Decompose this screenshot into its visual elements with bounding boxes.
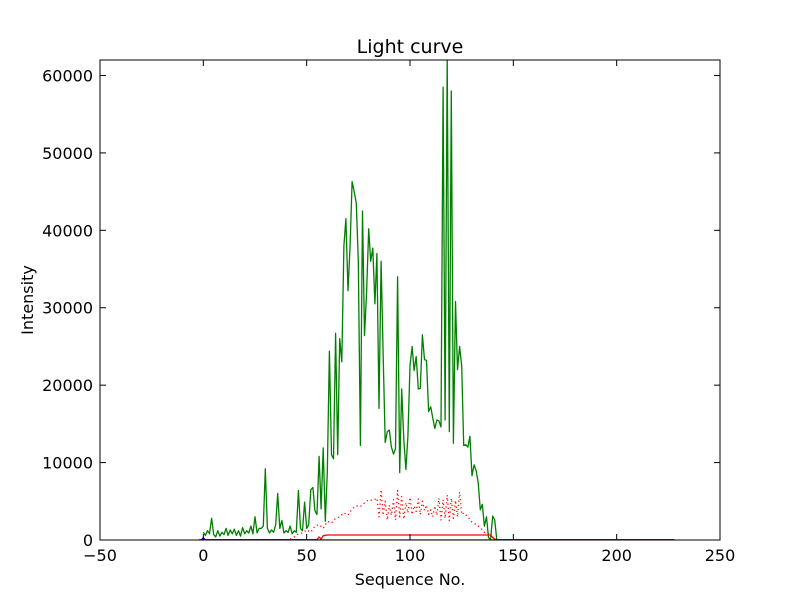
x-tick-label: 200	[601, 546, 632, 565]
x-tick-label: 100	[395, 546, 426, 565]
plot-frame	[99, 59, 721, 541]
series-group	[199, 60, 675, 540]
x-tick-label: 0	[198, 546, 208, 565]
y-tick-label: 60000	[42, 66, 93, 85]
series-line-1	[202, 60, 675, 540]
y-tick-label: 50000	[42, 144, 93, 163]
y-tick-label: 10000	[42, 454, 93, 473]
y-tick-label: 40000	[42, 221, 93, 240]
y-tick-label: 0	[83, 531, 93, 550]
x-tick-label: 50	[296, 546, 316, 565]
y-tick-label: 30000	[42, 299, 93, 318]
y-axis-title: Intensity	[18, 265, 37, 335]
series-line-4	[200, 537, 675, 540]
chart-title: Light curve	[357, 36, 464, 58]
x-tick-label: 150	[498, 546, 529, 565]
y-tick-label: 20000	[42, 376, 93, 395]
x-tick-label: 250	[705, 546, 736, 565]
x-axis-title: Sequence No.	[355, 570, 466, 589]
series-line-3	[199, 534, 675, 540]
tick-group: −50 0 50 100 150 200 2500100002000030000400005…	[42, 60, 735, 565]
x-tick-label: −50	[83, 546, 117, 565]
series-line-2	[289, 489, 498, 540]
